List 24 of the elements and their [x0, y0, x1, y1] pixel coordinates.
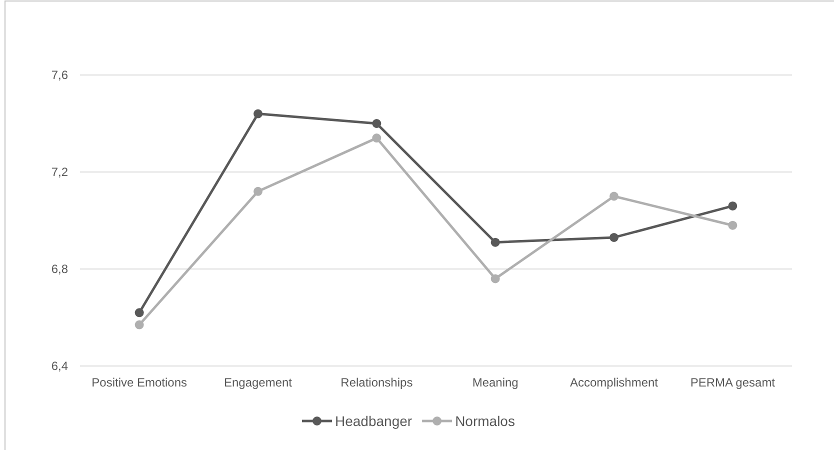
point [254, 109, 262, 118]
legend-label: Normalos [455, 413, 515, 429]
point [134, 320, 144, 330]
legend-label: Headbanger [335, 413, 412, 429]
point [728, 220, 738, 230]
y-tick-label: 6,8 [51, 262, 68, 276]
point [490, 274, 500, 284]
x-tick-label: Accomplishment [570, 376, 659, 390]
point [372, 119, 382, 128]
x-tick-label: Engagement [224, 376, 293, 390]
y-tick-label: 6,4 [51, 358, 68, 373]
point [254, 186, 262, 196]
point [134, 308, 144, 318]
x-tick-label: Positive Emotions [92, 376, 188, 390]
y-tick-label: 7,6 [51, 68, 68, 82]
point [372, 134, 382, 143]
x-tick-label: Relationships [340, 376, 413, 390]
point [610, 232, 618, 242]
y-tick-label: 7,2 [51, 164, 68, 179]
point [490, 238, 500, 247]
x-tick-label: PERMA gesamt [690, 376, 776, 390]
x-tick-label: Meaning [472, 376, 518, 390]
point [728, 201, 738, 210]
point [610, 192, 618, 201]
